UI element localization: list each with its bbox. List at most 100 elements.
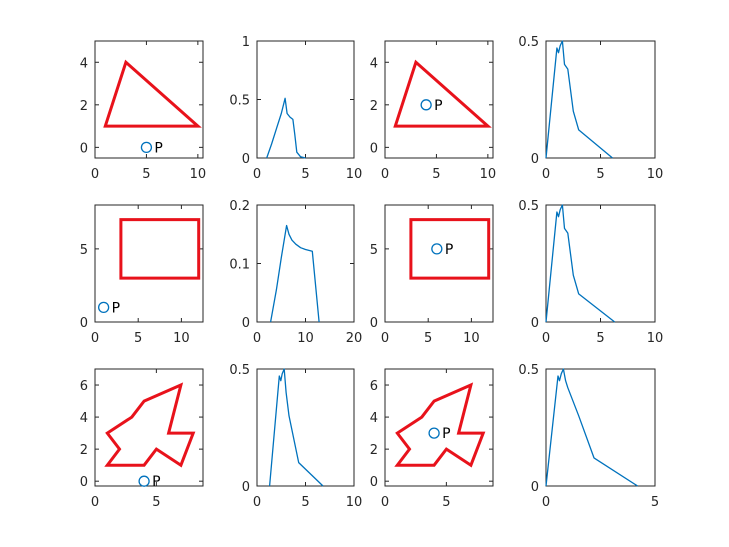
y-tick-label: 0	[80, 316, 88, 331]
x-tick-label: 0	[91, 495, 99, 510]
x-tick-label: 0	[253, 331, 261, 346]
point-marker	[420, 99, 432, 111]
axes-box	[256, 40, 355, 159]
point-label: P	[434, 98, 442, 114]
subplot-11: 0 5 0 2 4 6 P	[370, 368, 494, 510]
x-tick-label: 10	[463, 331, 480, 346]
x-tick-label: 10	[297, 331, 314, 346]
x-tick-label: 10	[647, 167, 664, 182]
x-tick-label: 0	[91, 167, 99, 182]
y-tick-label: 2	[370, 99, 378, 114]
x-tick-label: 10	[173, 331, 190, 346]
subplot-6: 0 10 20 0 0.1 0.2	[229, 199, 362, 346]
series-line	[545, 368, 638, 487]
x-tick-label: 0	[253, 167, 261, 182]
y-tick-label: 0.5	[518, 199, 539, 214]
x-tick-label: 5	[424, 331, 432, 346]
shape-polygon	[104, 382, 196, 468]
point-label: P	[112, 300, 120, 316]
x-tick-label: 5	[134, 331, 142, 346]
x-tick-label: 10	[480, 167, 497, 182]
series-line	[266, 97, 306, 159]
axes-box	[545, 368, 656, 487]
point-label: P	[152, 474, 160, 490]
x-tick-label: 5	[596, 331, 604, 346]
x-tick-label: 0	[381, 331, 389, 346]
x-tick-label: 5	[432, 167, 440, 182]
x-tick-label: 0	[542, 331, 550, 346]
axes-box	[384, 40, 494, 159]
axes-box	[94, 204, 204, 323]
y-tick-label: 5	[370, 243, 378, 258]
x-tick-label: 5	[301, 495, 309, 510]
y-tick-label: 0	[242, 152, 250, 167]
shape-polygon	[103, 59, 202, 128]
y-tick-label: 0	[531, 316, 539, 331]
axes-box	[384, 368, 494, 487]
x-tick-label: 0	[381, 167, 389, 182]
y-tick-label: 0.5	[518, 35, 539, 50]
y-tick-label: 0	[242, 316, 250, 331]
y-tick-label: 4	[80, 411, 88, 426]
x-tick-label: 5	[152, 495, 160, 510]
subplot-3: 0 5 10 0 2 4 P	[370, 40, 497, 182]
point-marker	[140, 141, 153, 154]
subplot-4: 0 5 10 0 0.5	[518, 35, 663, 182]
series-line	[269, 224, 320, 323]
x-tick-label: 0	[542, 167, 550, 182]
shape-polygon	[119, 218, 201, 280]
y-tick-label: 6	[370, 379, 378, 394]
y-tick-label: 0	[242, 480, 250, 495]
point-label: P	[442, 426, 450, 442]
x-tick-label: 5	[651, 495, 659, 510]
subplot-12: 0 5 0 0.5	[518, 363, 659, 510]
axes-box	[256, 204, 355, 323]
shape-polygon	[393, 59, 492, 128]
subplot-1: 0 5 10 0 2 4 P	[80, 40, 206, 182]
axes-box	[94, 368, 204, 487]
x-tick-label: 0	[542, 495, 550, 510]
point-label: P	[154, 140, 162, 156]
point-marker	[97, 301, 110, 314]
y-tick-label: 4	[370, 411, 378, 426]
x-tick-label: 0	[91, 331, 99, 346]
point-marker	[428, 427, 440, 439]
y-tick-label: 0.2	[229, 199, 250, 214]
y-tick-label: 1	[242, 35, 250, 50]
y-tick-label: 2	[80, 443, 88, 458]
y-tick-label: 0	[531, 152, 539, 167]
y-tick-label: 6	[80, 379, 88, 394]
x-tick-label: 10	[647, 331, 664, 346]
x-tick-label: 5	[142, 167, 150, 182]
y-tick-label: 0	[80, 141, 88, 156]
shape-polygon	[409, 218, 491, 280]
point-marker	[431, 243, 443, 255]
x-tick-label: 0	[381, 495, 389, 510]
y-tick-label: 0	[370, 316, 378, 331]
subplot-10: 0 5 10 0 0.5	[229, 363, 362, 510]
y-tick-label: 0.1	[229, 258, 250, 273]
y-tick-label: 4	[370, 56, 378, 71]
x-tick-label: 10	[346, 167, 363, 182]
axes-box	[545, 204, 656, 323]
series-line	[545, 40, 613, 159]
y-tick-label: 4	[80, 56, 88, 71]
subplot-9: 0 5 0 2 4 6 P	[80, 368, 204, 510]
y-tick-label: 5	[80, 243, 88, 258]
y-tick-label: 0	[80, 475, 88, 490]
shape-polygon	[394, 382, 486, 468]
y-tick-label: 0.5	[518, 363, 539, 378]
x-tick-label: 5	[301, 167, 309, 182]
subplot-8: 0 5 10 0 0.5	[518, 199, 663, 346]
point-label: P	[445, 242, 453, 258]
y-tick-label: 0	[531, 480, 539, 495]
y-tick-label: 2	[370, 443, 378, 458]
subplot-7: 0 5 10 0 5 P	[370, 204, 494, 346]
x-tick-label: 0	[253, 495, 261, 510]
x-tick-label: 5	[596, 167, 604, 182]
x-tick-label: 20	[346, 331, 363, 346]
y-tick-label: 2	[80, 99, 88, 114]
subplot-2: 0 5 10 0 0.5 1	[229, 35, 362, 182]
